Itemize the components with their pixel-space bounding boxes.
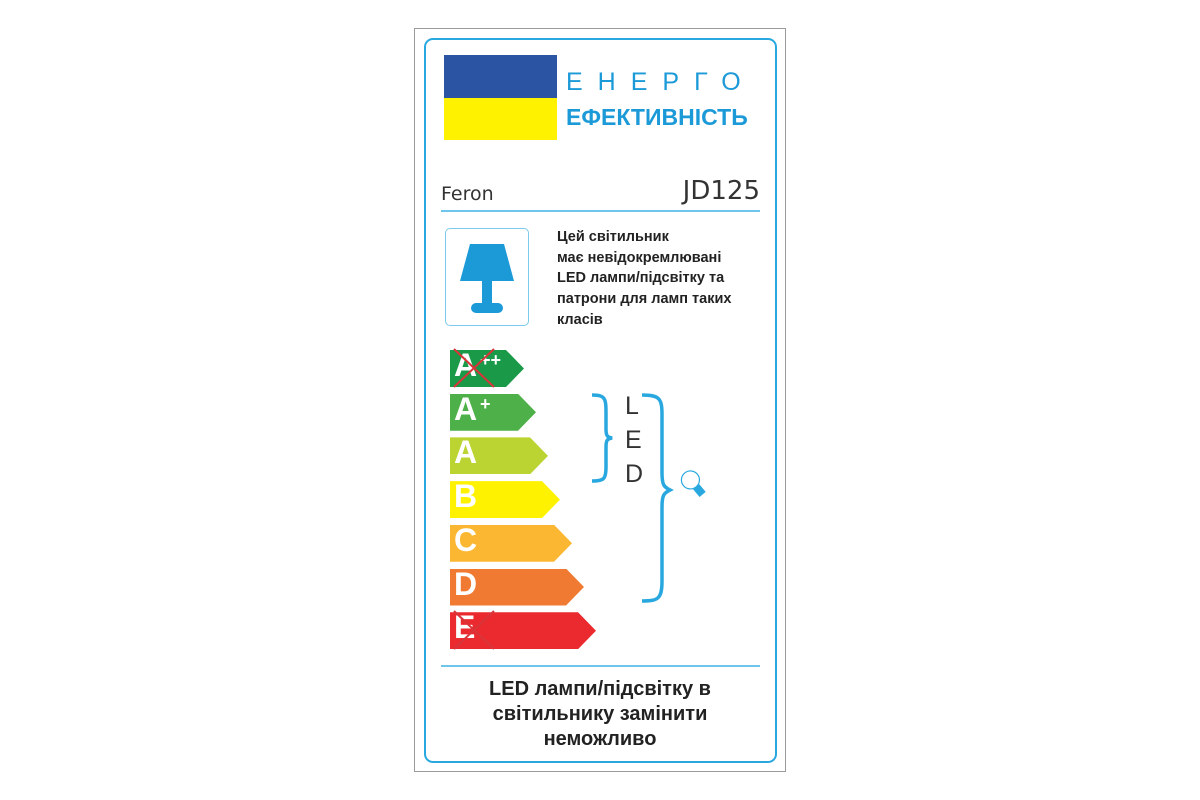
energy-class-sup: +	[480, 393, 491, 414]
energy-class-bar: A	[450, 434, 548, 475]
bracket-graphics	[591, 393, 706, 603]
energy-class-bar: A +	[450, 390, 536, 431]
footer-note: LED лампи/підсвітку в світильнику заміни…	[424, 677, 776, 752]
energy-class-label: A	[454, 434, 478, 471]
energy-class-bar: C	[450, 521, 572, 562]
energy-class-label: A	[454, 347, 478, 383]
title-line1: ЕНЕРГО	[566, 68, 756, 96]
brand-name: Feron	[441, 183, 494, 205]
energy-class-label: E	[454, 609, 476, 646]
description-line: має невідокремлювані	[557, 249, 722, 266]
ukraine-flag-blue	[444, 55, 557, 98]
description: Цей світильник має невідокремлювані LED …	[557, 227, 767, 331]
title-line2: ЕФЕКТИВНІСТЬ	[566, 104, 748, 130]
led-letter: L	[625, 392, 639, 420]
energy-class-bar: D	[450, 565, 584, 606]
divider	[441, 665, 760, 667]
footer-line: світильнику замінити	[492, 703, 708, 725]
energy-class-label: B	[454, 478, 478, 515]
led-letter: D	[625, 460, 644, 488]
energy-class-label: D	[454, 565, 478, 602]
crossed-out-icon	[453, 348, 495, 388]
description-line: патрони для ламп таких	[557, 291, 732, 308]
model-name: JD125	[682, 176, 760, 206]
label-outer-border	[414, 28, 786, 772]
lamp-icon-box	[445, 228, 529, 326]
label-inner-border	[424, 38, 777, 763]
energy-class-label: A	[454, 390, 478, 427]
table-lamp-icon	[460, 244, 514, 313]
range-brace	[641, 393, 674, 603]
footer-line: LED лампи/підсвітку в	[489, 678, 711, 700]
light-bulb-icon	[680, 470, 706, 498]
divider	[441, 210, 760, 212]
description-line: LED лампи/підсвітку та	[557, 270, 725, 287]
footer-line: неможливо	[543, 728, 657, 750]
energy-class-sup: ++	[480, 350, 502, 370]
crossed-out-icon	[453, 610, 495, 650]
led-letter: E	[625, 426, 642, 454]
energy-class-label: C	[454, 521, 478, 558]
description-line: класів	[557, 311, 603, 328]
ukraine-flag-yellow	[444, 98, 557, 140]
energy-class-bar: B	[450, 478, 560, 519]
led-brace	[591, 393, 613, 483]
description-line: Цей світильник	[557, 229, 669, 245]
